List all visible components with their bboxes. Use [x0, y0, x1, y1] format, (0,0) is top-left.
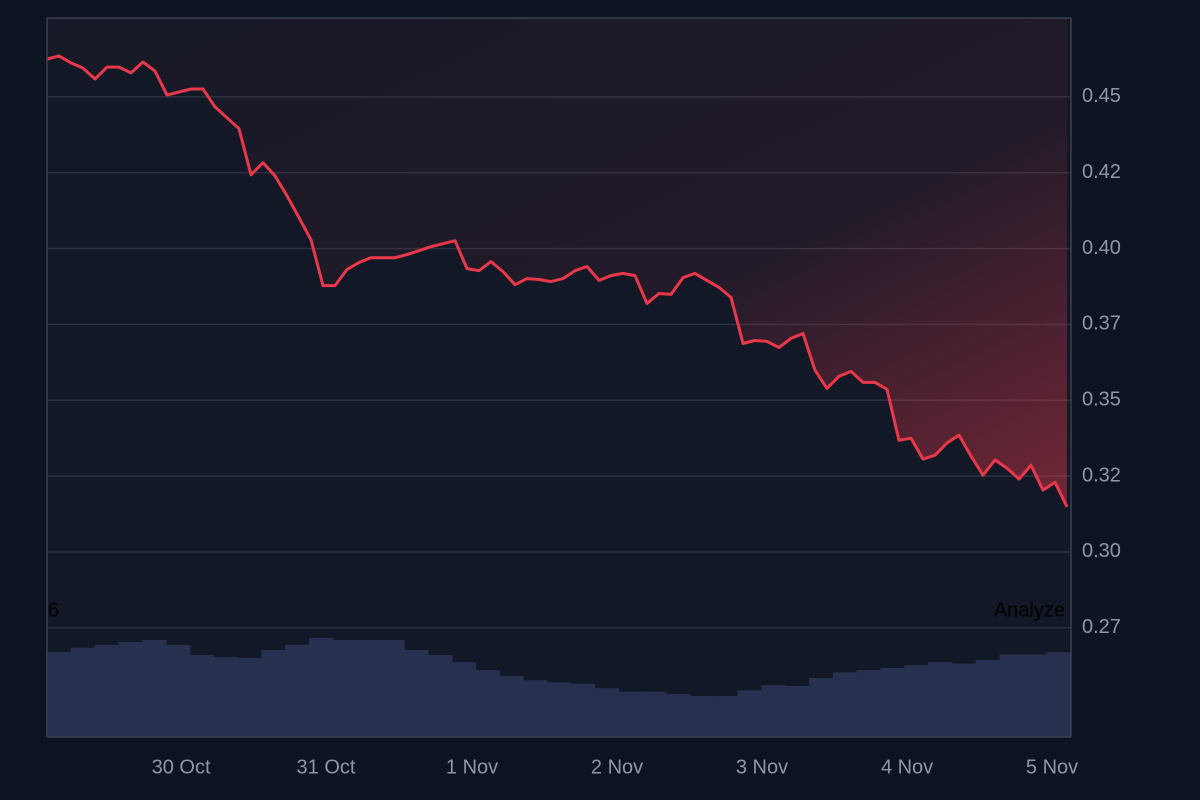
volume-bar — [356, 639, 381, 737]
price-area — [47, 18, 1068, 507]
y-tick-label: 0.27 — [1082, 616, 1121, 638]
volume-bar — [713, 696, 739, 737]
volume-bar — [451, 662, 477, 737]
volume-bar — [523, 680, 548, 737]
y-tick-label: 0.30 — [1082, 540, 1121, 562]
volume-bar — [118, 642, 143, 737]
volume-bar — [642, 691, 667, 737]
annotation: 6 — [48, 599, 59, 621]
volume-bar — [785, 685, 810, 737]
volume-bar — [880, 667, 905, 737]
volume-bar — [428, 655, 453, 737]
volume-bar — [94, 644, 119, 737]
volume-bar — [70, 647, 96, 737]
volume-bar — [499, 675, 524, 737]
volume-bar — [904, 665, 929, 737]
y-tick-label: 0.45 — [1082, 85, 1121, 107]
volume-bar — [737, 690, 762, 737]
volume-bar — [951, 663, 977, 737]
volume-bar — [261, 650, 286, 737]
y-tick-label: 0.42 — [1082, 161, 1121, 183]
volume-bar — [594, 688, 620, 737]
volume-bar — [570, 683, 596, 737]
volume-bar — [404, 650, 429, 737]
volume-bar — [975, 660, 1001, 737]
volume-bar — [809, 678, 834, 737]
volume-bar — [666, 693, 691, 737]
volume-bar — [547, 682, 572, 737]
x-tick-label: 5 Nov — [1026, 756, 1078, 778]
volume-bar — [761, 685, 786, 737]
volume-bar — [689, 696, 715, 737]
volume-bar — [189, 655, 215, 737]
x-tick-label: 30 Oct — [152, 756, 211, 778]
x-tick-label: 31 Oct — [297, 756, 356, 778]
volume-bar — [475, 670, 500, 737]
volume-bar — [166, 644, 191, 737]
volume-bar — [213, 657, 239, 737]
volume-bar — [1047, 652, 1071, 737]
volume-bar — [618, 691, 643, 737]
y-tick-label: 0.35 — [1082, 389, 1121, 411]
volume-bar — [380, 639, 405, 737]
volume-bar — [285, 644, 310, 737]
layer: 0.27 0.30 0.32 0.35 0.37 0.40 0.42 0.45 30 Oct 31… — [46, 18, 1121, 778]
volume-bar — [332, 639, 358, 737]
volume-bar — [47, 652, 72, 737]
y-tick-label: 0.40 — [1082, 237, 1121, 259]
volume-bar — [928, 662, 953, 737]
y-tick-label: 0.37 — [1082, 313, 1121, 335]
volume-bar — [832, 672, 858, 737]
volume-bar — [142, 639, 167, 737]
volume-bar — [308, 637, 334, 737]
y-tick-label: 0.32 — [1082, 464, 1121, 486]
volume-bar — [999, 654, 1024, 737]
price-line — [46, 54, 1069, 508]
volume-bar — [856, 670, 881, 737]
x-tick-label: 1 Nov — [446, 756, 498, 778]
x-tick-label: 3 Nov — [736, 756, 788, 778]
volume-bar — [237, 657, 262, 737]
annotation[interactable]: Analyze — [994, 599, 1065, 621]
volume-bar — [1023, 654, 1048, 737]
x-tick-label: 4 Nov — [881, 756, 933, 778]
x-tick-label: 2 Nov — [591, 756, 643, 778]
